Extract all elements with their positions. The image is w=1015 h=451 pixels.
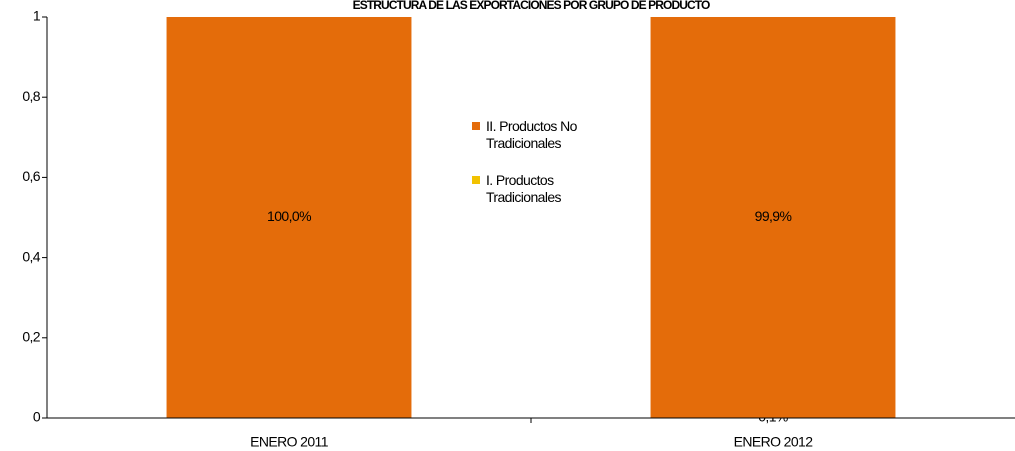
legend-swatch bbox=[472, 122, 480, 130]
y-tick-label: 0,2 bbox=[22, 329, 40, 345]
y-tick-label: 0,6 bbox=[22, 168, 40, 184]
y-tick-label: 1 bbox=[33, 8, 41, 24]
legend-item: II. Productos No Tradicionales bbox=[472, 118, 602, 152]
y-tick-label: 0,4 bbox=[22, 248, 40, 264]
chart-title: ESTRUCTURA DE LAS EXPORTACIONES POR GRUP… bbox=[353, 0, 710, 12]
bar-segment bbox=[650, 17, 896, 418]
bar-segment bbox=[166, 17, 412, 418]
data-label: 100,0% bbox=[267, 208, 311, 224]
y-tick-label: 0,8 bbox=[22, 88, 40, 104]
legend-swatch bbox=[472, 176, 480, 184]
legend: II. Productos No Tradicionales I. Product… bbox=[472, 118, 602, 226]
legend-item: I. Productos Tradicionales bbox=[472, 172, 602, 206]
x-tick-label: ENERO 2011 bbox=[250, 434, 329, 450]
legend-label: I. Productos Tradicionales bbox=[486, 172, 562, 205]
y-tick-label: 0 bbox=[33, 409, 41, 425]
data-label: 99,9% bbox=[755, 208, 792, 224]
x-tick-label: ENERO 2012 bbox=[734, 434, 814, 450]
legend-label: II. Productos No Tradicionales bbox=[486, 118, 577, 151]
